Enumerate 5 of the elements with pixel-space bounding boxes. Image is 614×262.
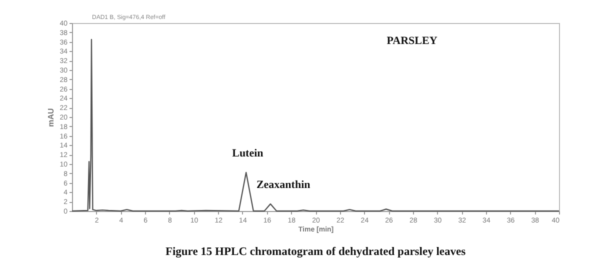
annotation: PARSLEY xyxy=(386,35,438,47)
text: Figure 15 HPLC chromatogram of dehydrated parsley leaves xyxy=(165,246,466,258)
annotation: Zeaxanthin xyxy=(256,178,310,191)
y-axis-title: mAU xyxy=(46,108,56,127)
annotation: Lutein xyxy=(232,147,264,160)
